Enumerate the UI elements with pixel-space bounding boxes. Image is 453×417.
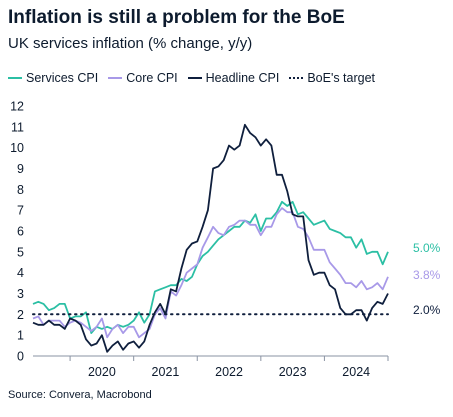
chart-title: Inflation is still a problem for the BoE — [8, 7, 345, 28]
chart-subtitle: UK services inflation (% change, y/y) — [8, 35, 253, 52]
source-note: Source: Convera, Macrobond — [8, 389, 152, 401]
y-tick-label: 0 — [17, 350, 24, 364]
legend-swatch-core-cpi — [108, 77, 123, 79]
legend-label-core-cpi: Core CPI — [126, 71, 178, 85]
legend-item-headline-cpi: Headline CPI — [187, 71, 280, 85]
series-line-services-cpi — [32, 200, 389, 334]
legend-swatch-headline-cpi — [187, 77, 202, 79]
y-tick-label: 3 — [17, 287, 24, 301]
legend-swatch-services-cpi — [8, 77, 22, 79]
chart-legend: Services CPI Core CPI Headline CPI BoE's… — [8, 69, 385, 87]
legend-item-services-cpi: Services CPI — [8, 71, 98, 85]
y-tick-label: 5 — [17, 245, 24, 259]
x-tick-label: 2020 — [88, 365, 116, 379]
end-label-boe-s-target: 2.0% — [413, 303, 441, 317]
x-tick-label: 2021 — [152, 365, 180, 379]
y-tick-label: 12 — [10, 100, 24, 114]
y-tick-label: 11 — [11, 120, 24, 134]
x-tick-label: 2023 — [279, 365, 307, 379]
y-tick-label: 2 — [17, 308, 24, 322]
y-tick-label: 6 — [17, 225, 24, 239]
x-tick-label: 2022 — [215, 365, 243, 379]
y-tick-label: 7 — [17, 204, 24, 218]
series-line-headline-cpi — [32, 123, 389, 353]
y-tick-label: 1 — [17, 329, 24, 343]
legend-swatch-boe-target — [289, 77, 304, 79]
y-tick-label: 4 — [17, 266, 24, 280]
legend-label-headline-cpi: Headline CPI — [205, 71, 280, 85]
legend-label-services-cpi: Services CPI — [26, 71, 99, 85]
legend-item-boe-target: BoE's target — [289, 71, 375, 85]
series-line-core-cpi — [32, 207, 389, 339]
end-label-core-cpi: 3.8% — [413, 268, 441, 282]
legend-label-boe-target: BoE's target — [307, 71, 376, 85]
end-label-services-cpi: 5.0% — [413, 241, 441, 255]
y-tick-label: 9 — [17, 162, 24, 176]
x-tick-label: 2024 — [342, 365, 370, 379]
y-tick-label: 8 — [17, 183, 24, 197]
y-tick-label: 10 — [10, 141, 24, 155]
legend-item-core-cpi: Core CPI — [108, 71, 178, 85]
